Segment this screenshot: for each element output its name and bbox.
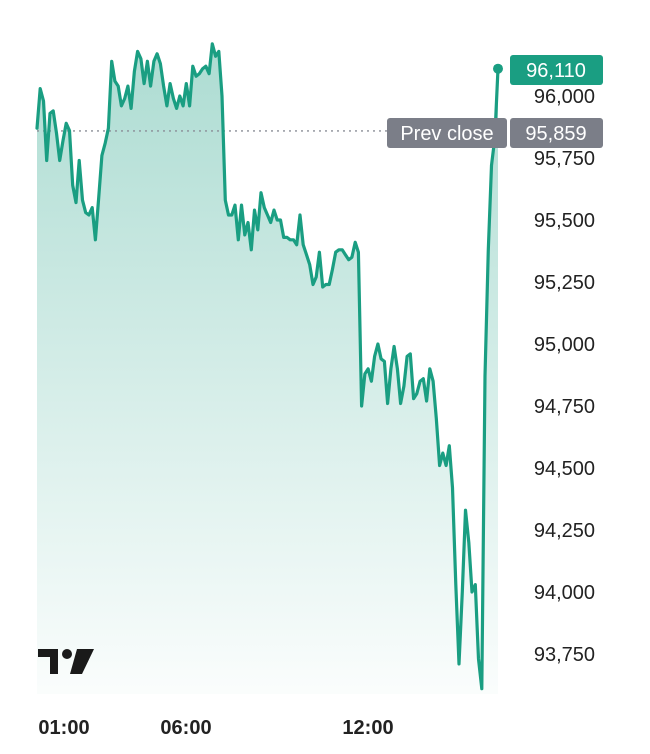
- y-tick-label: 94,250: [534, 520, 595, 542]
- y-tick-label: 95,750: [534, 148, 595, 170]
- prev-close-value: 95,859: [525, 123, 586, 145]
- x-axis: 01:00 06:00 12:00: [38, 717, 393, 739]
- prev-close-label: Prev close: [400, 123, 493, 145]
- x-tick-label: 01:00: [38, 717, 89, 739]
- price-area-fill: [37, 43, 498, 694]
- prev-close-label-box: [387, 118, 507, 148]
- prev-close-value-box: [510, 118, 603, 148]
- y-tick-label: 95,250: [534, 272, 595, 294]
- y-tick-label: 96,000: [534, 86, 595, 108]
- last-price-box: [510, 55, 603, 85]
- prev-close-tag: Prev close 95,859: [387, 118, 603, 148]
- y-tick-label: 94,500: [534, 458, 595, 480]
- tradingview-logo-icon: [38, 649, 94, 674]
- y-axis: 93,750 94,000 94,250 94,500 94,750 95,000 95,2…: [534, 86, 595, 666]
- y-tick-label: 94,750: [534, 396, 595, 418]
- y-tick-label: 95,500: [534, 210, 595, 232]
- y-tick-label: 95,000: [534, 334, 595, 356]
- x-tick-label: 12:00: [342, 717, 393, 739]
- last-price-dot: [493, 63, 503, 74]
- price-line: [35, 42, 500, 691]
- last-price-value: 96,110: [526, 60, 586, 82]
- y-tick-label: 94,000: [534, 582, 595, 604]
- x-tick-label: 06:00: [160, 717, 211, 739]
- last-price-tag: 96,110: [510, 55, 603, 85]
- y-tick-label: 93,750: [534, 644, 595, 666]
